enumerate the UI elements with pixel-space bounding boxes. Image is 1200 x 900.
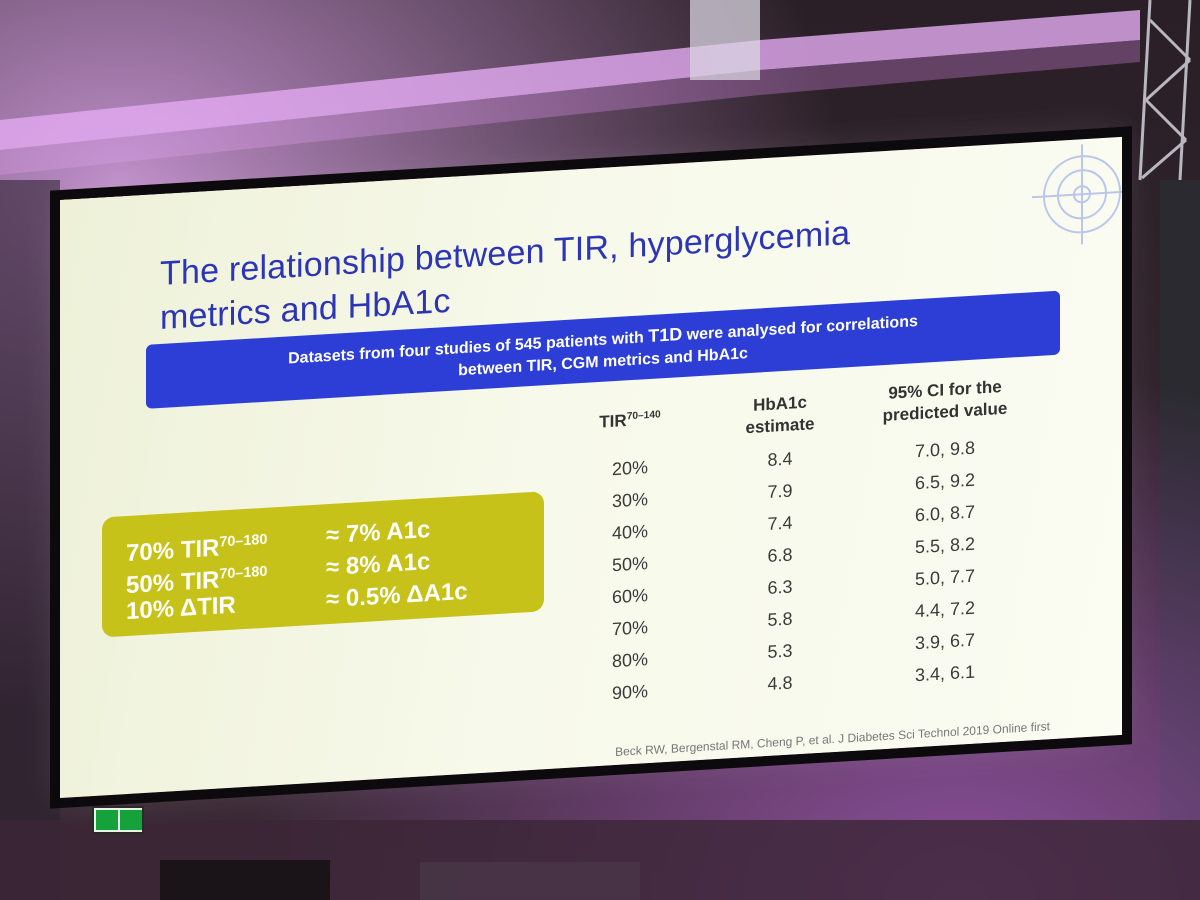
table-cell-ci: 3.4, 6.1 (914, 661, 976, 686)
exit-arrow-icon (96, 810, 118, 830)
table-cell-hba1c: 5.3 (767, 640, 793, 662)
table-cell-tir: 50% (611, 553, 649, 576)
exit-sign (92, 806, 144, 834)
projection-screen: The relationship between TIR, hyperglyce… (60, 136, 1122, 798)
table-cell-hba1c: 6.8 (767, 544, 793, 566)
table-cell-ci: 5.5, 8.2 (914, 533, 976, 558)
table-cell-tir: 40% (611, 521, 649, 544)
table-cell-hba1c: 7.4 (767, 512, 793, 534)
table-cell-ci: 7.0, 9.8 (914, 437, 976, 462)
table-cell-ci: 3.9, 6.7 (914, 629, 976, 654)
table-cell-ci: 5.0, 7.7 (914, 565, 976, 590)
table-cell-ci: 6.0, 8.7 (914, 501, 976, 526)
table-cell-tir: 60% (611, 585, 649, 608)
table-cell-tir: 90% (611, 681, 649, 704)
table-header-tir: TIR70–140 (599, 409, 661, 432)
tir-a1c-callout-box: 70% TIR70–180 ≈ 7% A1c 50% TIR70–180 ≈ 8… (102, 491, 544, 638)
banner-text-bold: T1D (648, 324, 683, 347)
table-cell-hba1c: 7.9 (767, 480, 793, 502)
table-cell-tir: 30% (611, 489, 649, 512)
table-cell-tir: 70% (611, 617, 649, 640)
table-cell-hba1c: 5.8 (767, 608, 793, 630)
table-cell-ci: 6.5, 9.2 (914, 469, 976, 494)
circuit-decoration-icon (1032, 144, 1122, 245)
table-header-ci: 95% CI for the predicted value (882, 377, 1008, 426)
table-cell-hba1c: 8.4 (767, 448, 793, 470)
running-person-icon (120, 810, 142, 830)
table-cell-tir: 80% (611, 649, 649, 672)
table-cell-hba1c: 6.3 (767, 576, 793, 598)
table-cell-hba1c: 4.8 (767, 672, 793, 694)
table-header-hba1c: HbA1c estimate (745, 392, 815, 438)
table-cell-tir: 20% (611, 457, 649, 480)
table-cell-ci: 4.4, 7.2 (914, 597, 976, 622)
callout-row-left: 10% ΔTIR (126, 591, 236, 626)
